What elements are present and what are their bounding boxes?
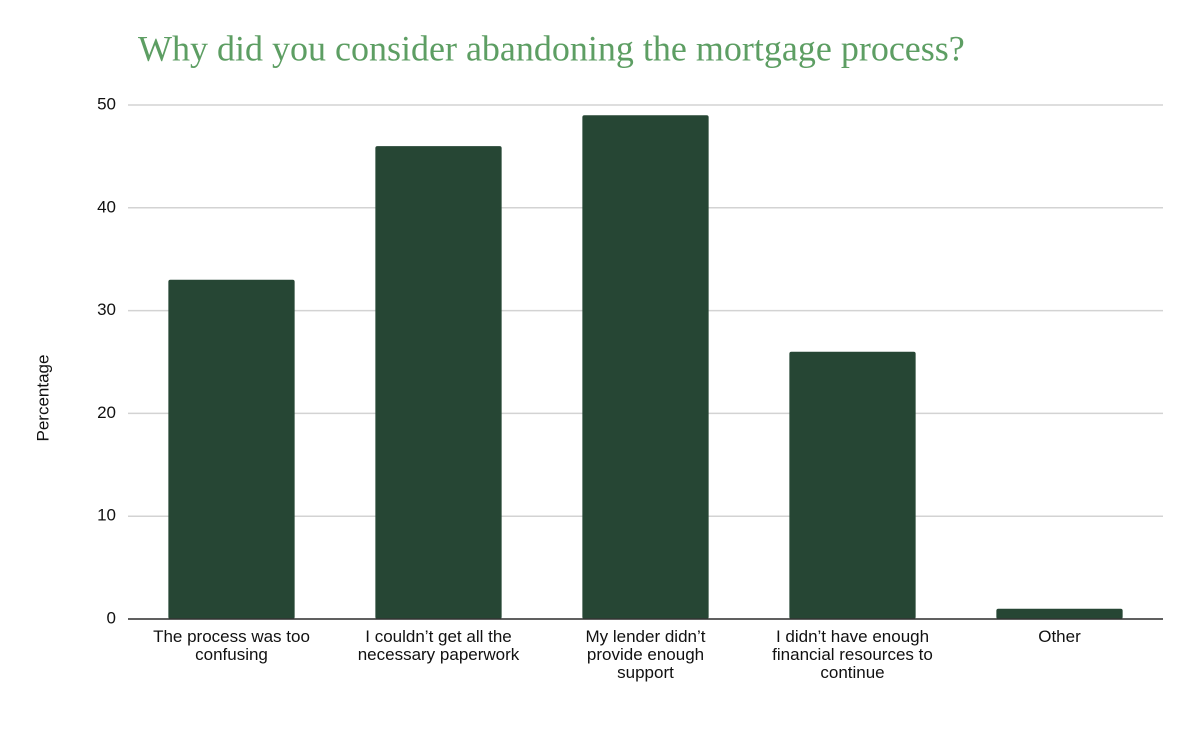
x-tick-label: Other [1038,627,1081,646]
y-axis-label: Percentage [33,355,52,442]
chart-title: Why did you consider abandoning the mort… [138,28,965,68]
x-tick-label: My lender didn’t provide enough support [585,627,706,682]
x-tick-label: I couldn’t get all the necessary paperwo… [357,627,520,664]
y-tick-label: 50 [97,94,116,113]
y-tick-label: 0 [107,608,116,627]
bar [168,279,295,619]
bar [375,146,502,619]
y-tick-label: 30 [97,300,116,319]
y-tick-label: 20 [97,403,116,422]
y-tick-label: 40 [97,197,116,216]
bar [996,608,1123,619]
x-tick-label: I didn’t have enough financial resources… [772,627,933,682]
y-tick-label: 10 [97,506,116,525]
bar [582,115,709,619]
bar [789,351,916,619]
x-tick-label: The process was too confusing [153,627,310,664]
